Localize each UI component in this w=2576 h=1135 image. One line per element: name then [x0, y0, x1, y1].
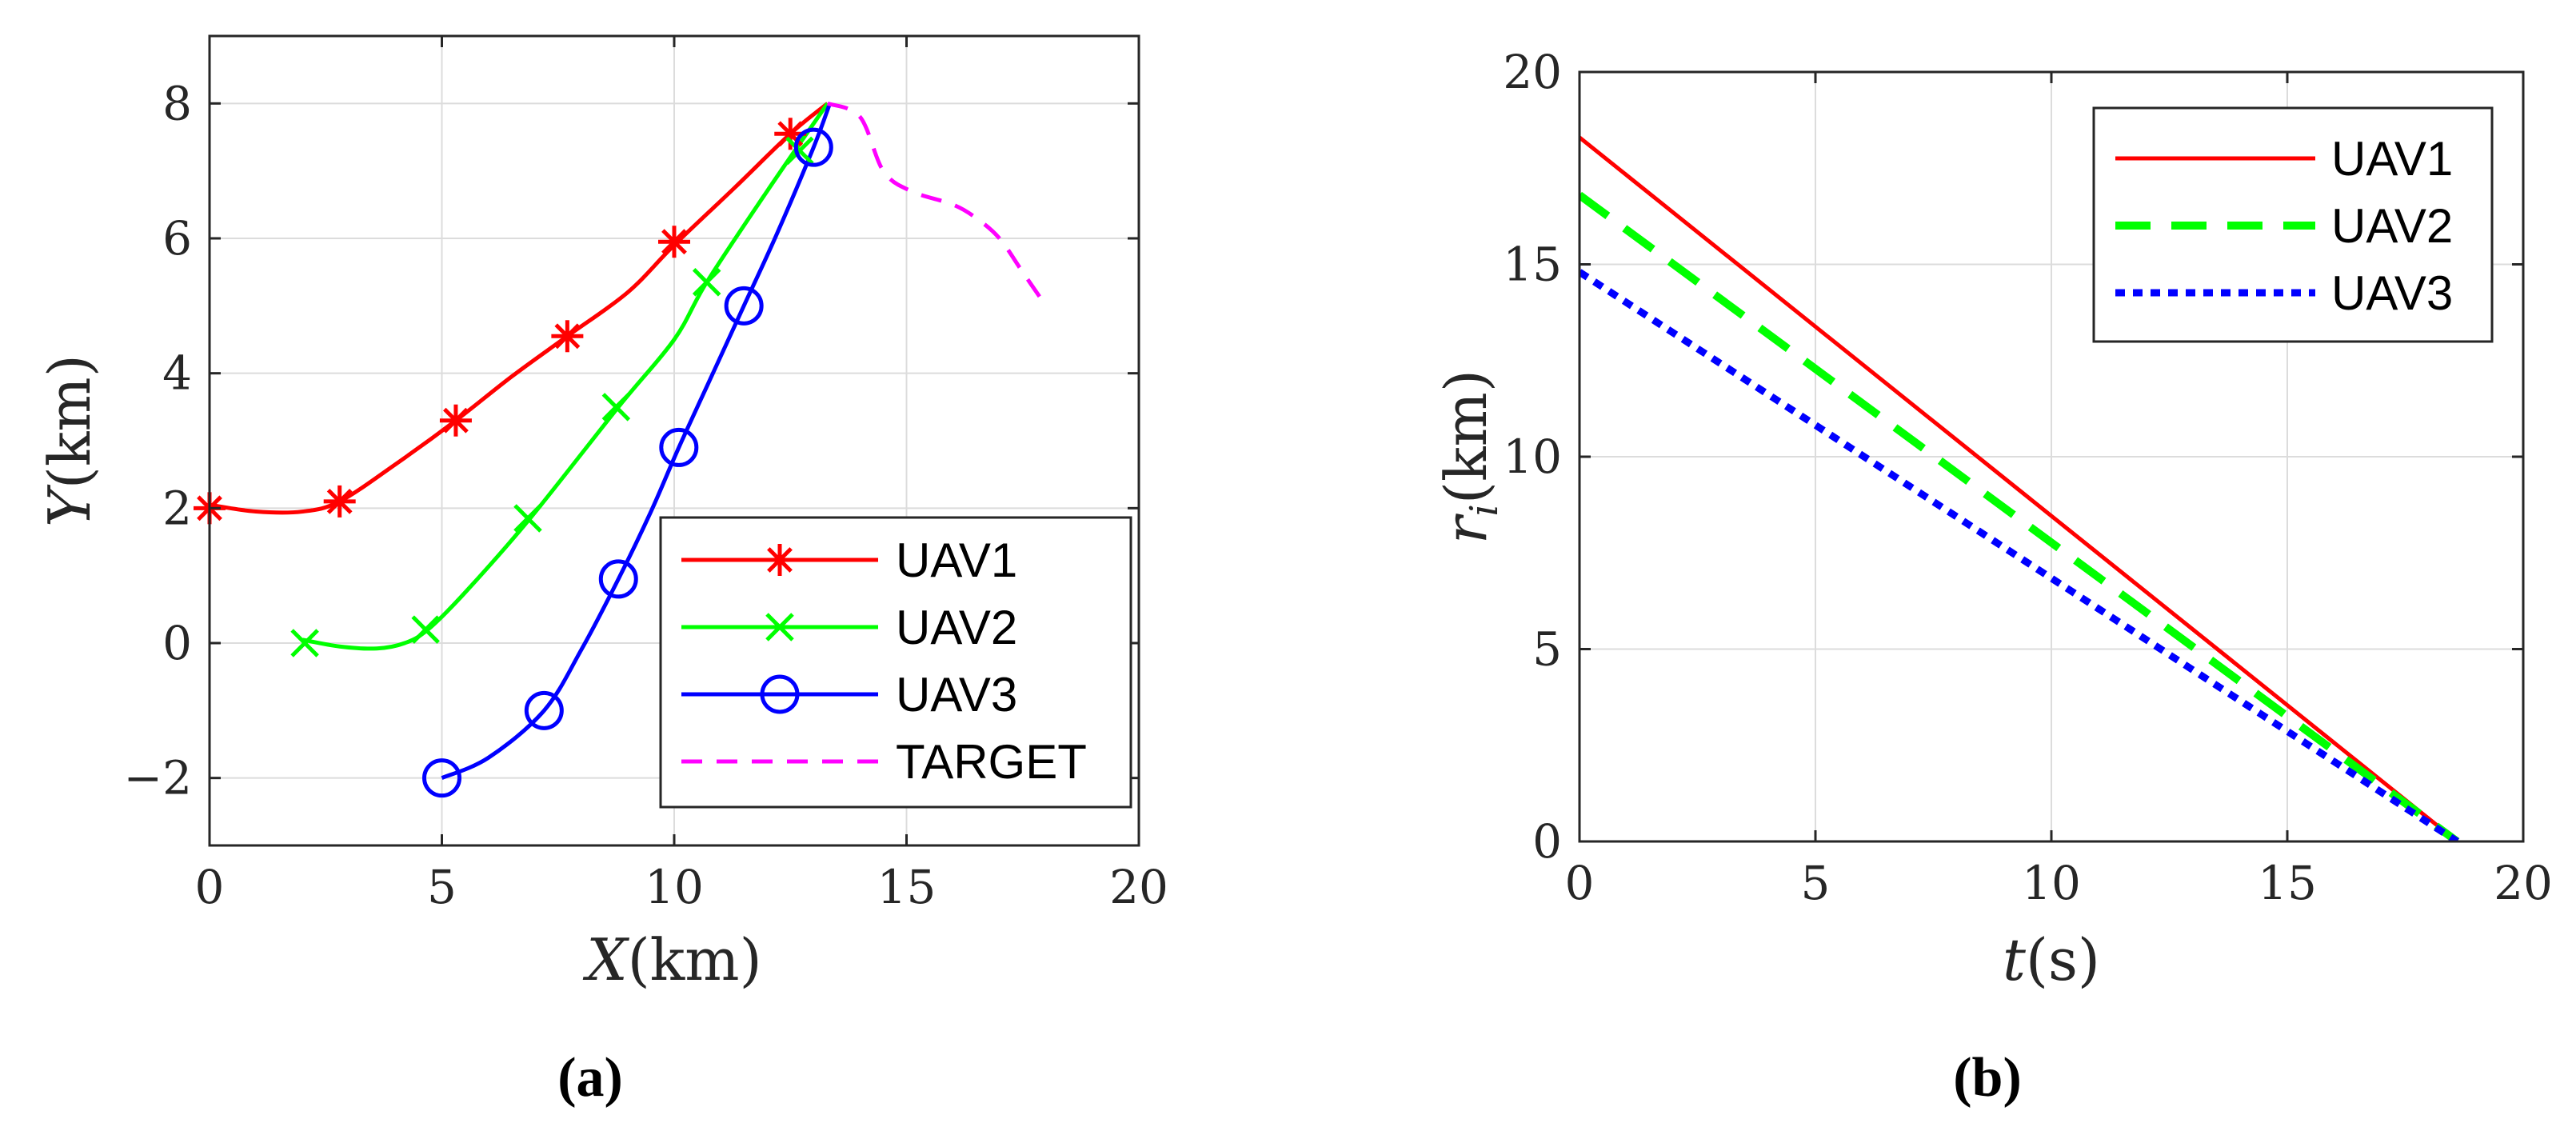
chart-a-ylabel: Y(km) — [36, 354, 103, 527]
chart-b-ytick-label: 20 — [1503, 45, 1562, 99]
series-line-uav1 — [1580, 135, 2458, 841]
chart-b-ytick-label: 15 — [1503, 238, 1562, 292]
legend-label-uav2: UAV2 — [896, 601, 1017, 654]
legend-label-target: TARGET — [896, 735, 1087, 789]
marker-uav3 — [793, 127, 833, 167]
marker-uav2 — [785, 136, 814, 166]
chart-b-legend: UAV1 UAV2 UAV3 — [2092, 106, 2494, 343]
chart-b-ticks: 0 5 10 15 20 0 5 10 15 20 — [1503, 45, 2553, 910]
chart-a-ytick-label: 0 — [162, 616, 192, 670]
marker-uav2 — [290, 629, 319, 657]
chart-b-panel-label: (b) — [1953, 1047, 2022, 1109]
marker-uav1 — [661, 229, 687, 255]
marker-uav3 — [422, 758, 461, 798]
marker-uav3 — [659, 427, 699, 467]
chart-b-xtick-label: 5 — [1801, 856, 1831, 910]
chart-a-series-lines — [194, 101, 1048, 798]
series-line-uav2 — [1580, 191, 2460, 841]
chart-b-series-lines — [1580, 135, 2460, 841]
legend-marker-uav3 — [760, 674, 800, 714]
legend-label-uav2: UAV2 — [2331, 199, 2453, 253]
chart-b-xtick-label: 15 — [2258, 856, 2317, 910]
chart-a-ytick-label: 2 — [162, 481, 192, 535]
legend-label-uav3: UAV3 — [2331, 266, 2453, 320]
chart-b-xtick-label: 0 — [1565, 856, 1595, 910]
marker-uav3 — [724, 286, 764, 326]
marker-uav1 — [326, 488, 353, 514]
chart-a-ytick-label: −2 — [124, 751, 193, 805]
chart-a-xlabel: X(km) — [582, 926, 761, 993]
series-line-target — [826, 101, 1048, 307]
marker-uav2 — [411, 615, 440, 644]
chart-a-ytick-label: 4 — [162, 346, 192, 401]
series-line-uav3 — [1580, 269, 2459, 841]
chart-a-legend-box — [659, 516, 1132, 809]
legend-label-uav1: UAV1 — [896, 534, 1017, 587]
marker-uav1 — [554, 323, 581, 350]
marker-uav3 — [598, 559, 638, 599]
chart-a-xtick-label: 5 — [427, 860, 457, 914]
chart-b-xtick-label: 20 — [2494, 856, 2553, 910]
marker-uav2 — [513, 504, 542, 533]
marker-uav1 — [777, 121, 804, 147]
legend-label-uav1: UAV1 — [2331, 132, 2453, 186]
marker-uav3 — [524, 690, 564, 730]
marker-uav2 — [692, 268, 721, 297]
series-line-uav1 — [210, 102, 829, 515]
chart-b-xtick-label: 10 — [2022, 856, 2081, 910]
legend-label-uav3: UAV3 — [896, 668, 1017, 721]
series-line-uav3 — [441, 102, 832, 780]
chart-a-xtick-label: 10 — [645, 860, 704, 914]
chart-b-plot-area — [1580, 135, 2460, 841]
chart-b-ytick-label: 0 — [1532, 814, 1562, 869]
chart-a-legend: UAV1 UAV2 UAV3 TARGET — [659, 516, 1132, 809]
chart-b-ylabel: ri(km) — [1432, 370, 1507, 544]
chart-a-xtick-label: 20 — [1109, 860, 1168, 914]
marker-uav2 — [601, 393, 631, 422]
chart-a-ytick-label: 6 — [162, 211, 192, 266]
marker-uav1 — [443, 407, 469, 434]
chart-a-ticks: 0 5 10 15 20 −2 0 2 4 6 8 — [124, 36, 1168, 914]
chart-b-xlabel: t(s) — [2003, 926, 2100, 993]
chart-a-panel-label: (a) — [557, 1047, 623, 1109]
legend-marker-uav1 — [767, 547, 793, 573]
chart-a-ytick-label: 8 — [162, 76, 192, 130]
chart-b-ytick-label: 10 — [1503, 430, 1562, 484]
legend-marker-uav2 — [765, 613, 794, 641]
chart-a: 0 5 10 15 20 −2 0 2 4 6 8 X(km) Y(km) UAV1 UAV2 UAV3… — [36, 34, 1168, 1109]
chart-a-xtick-label: 15 — [877, 860, 937, 914]
chart-a-xtick-label: 0 — [195, 860, 225, 914]
chart-b-ytick-label: 5 — [1532, 622, 1562, 677]
